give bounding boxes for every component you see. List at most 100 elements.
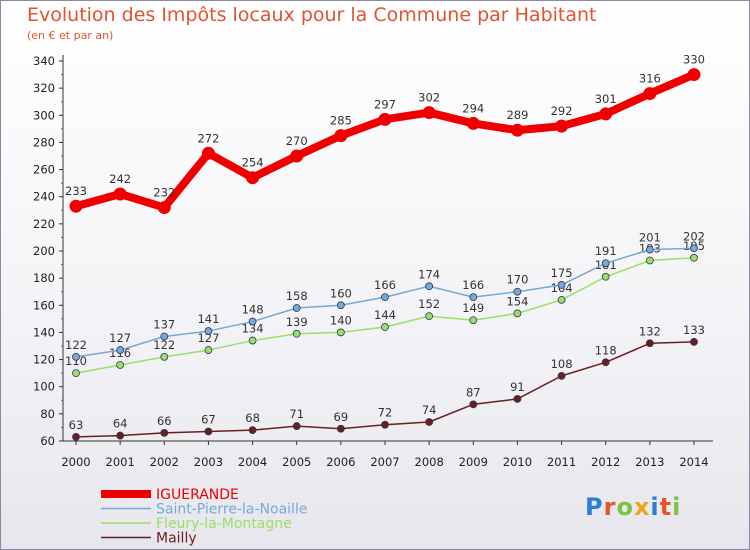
y-tick-label: 280 <box>33 135 55 149</box>
y-tick-label: 120 <box>33 353 55 367</box>
data-label-saint-pierre-la-noaille: 137 <box>153 318 175 332</box>
data-point-saint-pierre-la-noaille <box>425 282 434 291</box>
x-tick-label: 2004 <box>238 455 267 469</box>
data-point-saint-pierre-la-noaille <box>336 301 345 310</box>
data-label-saint-pierre-la-noaille: 170 <box>506 273 528 287</box>
data-point-iguerande <box>201 146 215 160</box>
y-tick-label: 60 <box>40 434 55 448</box>
data-label-saint-pierre-la-noaille: 160 <box>330 286 352 300</box>
data-label-mailly: 63 <box>69 418 84 432</box>
data-point-fleury-la-montagne <box>601 272 610 281</box>
y-tick-label: 200 <box>33 244 55 258</box>
data-point-iguerande <box>510 123 524 137</box>
data-point-saint-pierre-la-noaille <box>160 332 169 341</box>
data-point-saint-pierre-la-noaille <box>204 327 213 335</box>
y-tick-label: 320 <box>33 81 55 95</box>
data-point-saint-pierre-la-noaille <box>513 287 522 296</box>
x-tick-label: 2011 <box>547 455 576 469</box>
x-tick-label: 2008 <box>415 455 444 469</box>
data-point-fleury-la-montagne <box>557 295 566 304</box>
data-point-mailly <box>469 400 478 409</box>
data-label-fleury-la-montagne: 152 <box>418 297 440 311</box>
data-label-fleury-la-montagne: 149 <box>462 301 484 315</box>
data-point-saint-pierre-la-noaille <box>248 317 257 326</box>
data-label-saint-pierre-la-noaille: 148 <box>242 303 264 317</box>
data-label-iguerande: 270 <box>286 134 308 148</box>
y-tick-label: 260 <box>33 163 55 177</box>
legend-label-saint-pierre-la-noaille: Saint-Pierre-la-Noaille <box>156 502 307 518</box>
y-tick-label: 240 <box>33 190 55 204</box>
data-label-mailly: 108 <box>551 357 573 371</box>
logo-letter: i <box>672 493 682 521</box>
data-label-mailly: 71 <box>289 407 304 421</box>
data-point-fleury-la-montagne <box>469 316 478 325</box>
data-point-iguerande <box>113 187 127 201</box>
data-point-saint-pierre-la-noaille <box>72 352 80 361</box>
data-point-mailly <box>292 422 301 430</box>
data-label-mailly: 74 <box>422 403 437 417</box>
data-label-iguerande: 289 <box>506 108 528 122</box>
x-tick-label: 2006 <box>326 455 355 469</box>
data-point-saint-pierre-la-noaille <box>601 259 610 268</box>
data-point-fleury-la-montagne <box>690 253 698 262</box>
data-label-iguerande: 302 <box>418 91 440 105</box>
data-point-fleury-la-montagne <box>248 336 257 345</box>
data-point-iguerande <box>687 68 701 82</box>
data-point-mailly <box>557 371 566 380</box>
data-point-iguerande <box>466 116 480 130</box>
data-label-fleury-la-montagne: 134 <box>242 322 264 336</box>
y-tick-label: 220 <box>33 217 55 231</box>
data-point-mailly <box>116 431 125 440</box>
chart-title: Evolution des Impôts locaux pour la Comm… <box>27 4 597 26</box>
data-point-saint-pierre-la-noaille <box>116 346 125 354</box>
y-tick-label: 180 <box>33 271 55 285</box>
legend-label-mailly: Mailly <box>156 531 197 547</box>
data-label-fleury-la-montagne: 110 <box>65 354 87 368</box>
legend-label-iguerande: IGUERANDE <box>156 487 239 503</box>
data-point-saint-pierre-la-noaille <box>690 244 698 253</box>
logo-letter: r <box>603 493 617 521</box>
data-point-mailly <box>645 339 654 348</box>
proxiti-logo: Proxiti <box>585 493 681 521</box>
data-point-saint-pierre-la-noaille <box>469 293 478 302</box>
data-label-mailly: 118 <box>595 343 617 357</box>
data-point-iguerande <box>378 112 392 126</box>
data-point-iguerande <box>69 199 83 213</box>
logo-letter: i <box>650 493 660 521</box>
y-tick-label: 160 <box>33 298 55 312</box>
x-tick-label: 2003 <box>194 455 223 469</box>
data-label-mailly: 67 <box>201 413 216 427</box>
x-tick-label: 2014 <box>679 455 708 469</box>
data-label-saint-pierre-la-noaille: 122 <box>65 338 87 352</box>
data-point-fleury-la-montagne <box>292 329 301 338</box>
data-point-mailly <box>160 428 169 437</box>
data-label-saint-pierre-la-noaille: 191 <box>595 244 617 258</box>
x-tick-label: 2009 <box>459 455 488 469</box>
y-tick-label: 140 <box>33 325 55 339</box>
y-tick-label: 300 <box>33 108 55 122</box>
data-point-mailly <box>248 426 257 435</box>
data-label-fleury-la-montagne: 139 <box>286 315 308 329</box>
data-point-mailly <box>425 418 434 426</box>
data-label-iguerande: 242 <box>109 172 131 186</box>
data-point-fleury-la-montagne <box>336 328 345 337</box>
data-label-iguerande: 330 <box>683 53 705 67</box>
data-point-fleury-la-montagne <box>204 346 213 354</box>
x-tick-label: 2010 <box>503 455 532 469</box>
data-point-iguerande <box>643 87 657 101</box>
data-label-mailly: 64 <box>113 417 128 431</box>
data-point-iguerande <box>157 201 171 215</box>
x-tick-label: 2002 <box>150 455 179 469</box>
data-point-iguerande <box>599 107 613 121</box>
data-label-iguerande: 301 <box>595 92 617 106</box>
data-point-mailly <box>336 424 345 433</box>
data-label-iguerande: 292 <box>551 104 573 118</box>
data-label-fleury-la-montagne: 140 <box>330 313 352 327</box>
data-point-mailly <box>72 433 80 441</box>
data-point-mailly <box>601 358 610 367</box>
data-label-saint-pierre-la-noaille: 166 <box>374 278 396 292</box>
x-tick-label: 2012 <box>591 455 620 469</box>
data-label-fleury-la-montagne: 154 <box>506 294 528 308</box>
data-label-iguerande: 285 <box>330 114 352 128</box>
